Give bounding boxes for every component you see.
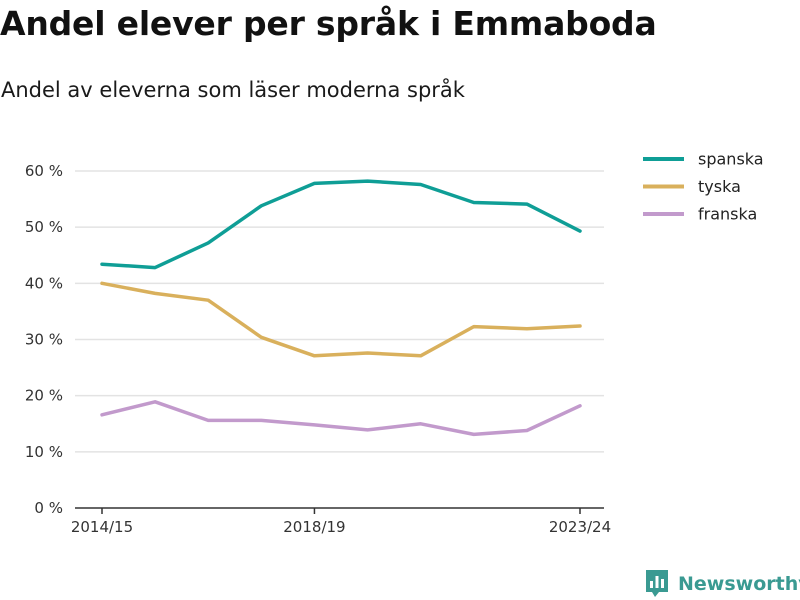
y-tick-label: 30 % — [25, 331, 63, 349]
series-line-spanska — [100, 179, 582, 270]
axes: 0 % 10 % 20 % 30 % 40 % 50 % 60 % 2014/15 2018/1… — [25, 162, 611, 536]
newsworthy-logo-icon — [646, 570, 668, 597]
y-tick-label: 0 % — [34, 499, 63, 517]
y-tick-label: 10 % — [25, 443, 63, 461]
y-tick-label: 20 % — [25, 387, 63, 405]
x-tick-label: 2018/19 — [283, 518, 345, 536]
chart-title: Andel elever per språk i Emmaboda — [0, 4, 657, 43]
legend-label-franska: franska — [698, 205, 757, 224]
brand-name: Newsworthy — [678, 573, 800, 595]
x-tick-label: 2023/24 — [549, 518, 611, 536]
y-tick-label: 50 % — [25, 218, 63, 236]
series-line-tyska — [100, 281, 582, 358]
y-tick-label: 60 % — [25, 162, 63, 180]
series-line-franska — [100, 400, 582, 437]
grid-lines — [75, 170, 604, 453]
series-lines — [100, 179, 582, 437]
newsworthy-logo: Newsworthy — [644, 569, 800, 599]
y-tick-label: 40 % — [25, 274, 63, 292]
legend-label-spanska: spanska — [698, 150, 764, 169]
x-tick-label: 2014/15 — [71, 518, 133, 536]
chart-subtitle: Andel av eleverna som läser moderna språ… — [1, 78, 465, 102]
legend-label-tyska: tyska — [698, 177, 741, 196]
legend: spanska tyska franska — [643, 150, 764, 224]
